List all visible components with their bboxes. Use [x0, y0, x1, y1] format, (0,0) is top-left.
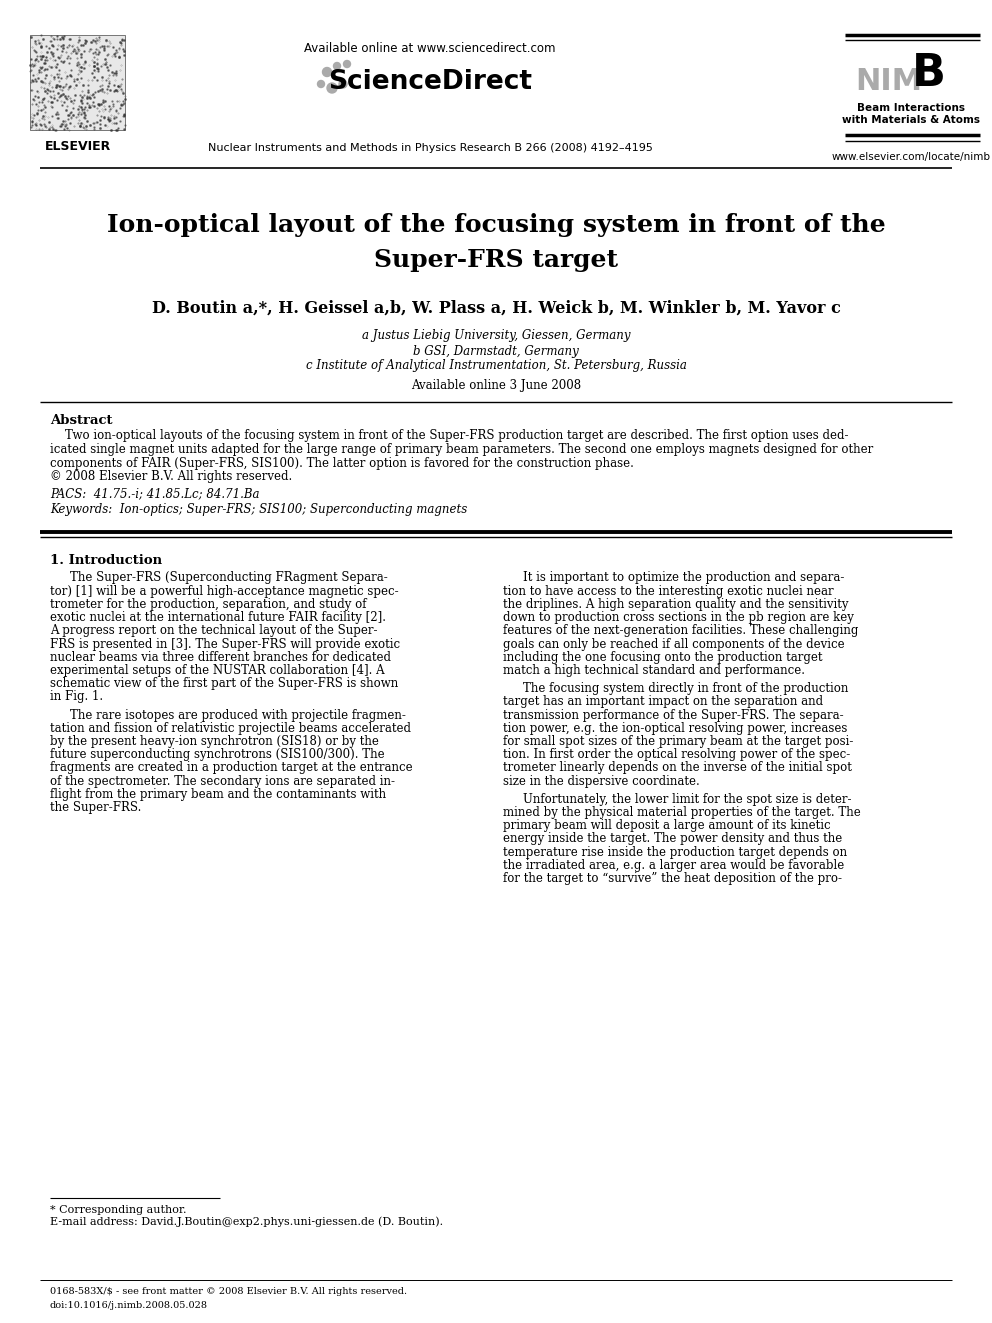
Text: A progress report on the technical layout of the Super-: A progress report on the technical layou… [50, 624, 378, 638]
Text: E-mail address: David.J.Boutin@exp2.phys.uni-giessen.de (D. Boutin).: E-mail address: David.J.Boutin@exp2.phys… [50, 1217, 443, 1228]
Text: Abstract: Abstract [50, 414, 112, 426]
Text: experimental setups of the NUSTAR collaboration [4]. A: experimental setups of the NUSTAR collab… [50, 664, 385, 677]
Text: Available online 3 June 2008: Available online 3 June 2008 [411, 380, 581, 393]
Text: nuclear beams via three different branches for dedicated: nuclear beams via three different branch… [50, 651, 391, 664]
Text: future superconducting synchrotrons (SIS100/300). The: future superconducting synchrotrons (SIS… [50, 747, 385, 761]
Circle shape [333, 62, 340, 70]
Text: The rare isotopes are produced with projectile fragmen-: The rare isotopes are produced with proj… [70, 709, 406, 721]
Text: Super-FRS target: Super-FRS target [374, 247, 618, 273]
Text: b GSI, Darmstadt, Germany: b GSI, Darmstadt, Germany [413, 344, 579, 357]
Text: the driplines. A high separation quality and the sensitivity: the driplines. A high separation quality… [503, 598, 848, 611]
Text: by the present heavy-ion synchrotron (SIS18) or by the: by the present heavy-ion synchrotron (SI… [50, 734, 379, 747]
Text: features of the next-generation facilities. These challenging: features of the next-generation faciliti… [503, 624, 858, 638]
Text: ScienceDirect: ScienceDirect [328, 69, 532, 95]
Circle shape [343, 61, 350, 67]
Text: a Justus Liebig University, Giessen, Germany: a Justus Liebig University, Giessen, Ger… [362, 329, 630, 343]
Text: tion power, e.g. the ion-optical resolving power, increases: tion power, e.g. the ion-optical resolvi… [503, 722, 847, 734]
Text: FRS is presented in [3]. The Super-FRS will provide exotic: FRS is presented in [3]. The Super-FRS w… [50, 638, 400, 651]
Text: ELSEVIER: ELSEVIER [45, 140, 111, 153]
Text: the irradiated area, e.g. a larger area would be favorable: the irradiated area, e.g. a larger area … [503, 859, 844, 872]
Text: fragments are created in a production target at the entrance: fragments are created in a production ta… [50, 761, 413, 774]
Text: Keywords:  Ion-optics; Super-FRS; SIS100; Superconducting magnets: Keywords: Ion-optics; Super-FRS; SIS100;… [50, 504, 467, 516]
Text: Ion-optical layout of the focusing system in front of the: Ion-optical layout of the focusing syste… [106, 213, 886, 237]
Text: target has an important impact on the separation and: target has an important impact on the se… [503, 696, 823, 708]
Text: c Institute of Analytical Instrumentation, St. Petersburg, Russia: c Institute of Analytical Instrumentatio… [306, 360, 686, 373]
Text: tor) [1] will be a powerful high-acceptance magnetic spec-: tor) [1] will be a powerful high-accepta… [50, 585, 399, 598]
Text: flight from the primary beam and the contaminants with: flight from the primary beam and the con… [50, 787, 386, 800]
Text: primary beam will deposit a large amount of its kinetic: primary beam will deposit a large amount… [503, 819, 830, 832]
Circle shape [317, 81, 324, 87]
Text: size in the dispersive coordinate.: size in the dispersive coordinate. [503, 774, 699, 787]
Text: including the one focusing onto the production target: including the one focusing onto the prod… [503, 651, 822, 664]
Text: PACS:  41.75.-i; 41.85.Lc; 84.71.Ba: PACS: 41.75.-i; 41.85.Lc; 84.71.Ba [50, 487, 260, 500]
Text: * Corresponding author.: * Corresponding author. [50, 1205, 186, 1215]
Text: mined by the physical material properties of the target. The: mined by the physical material propertie… [503, 806, 861, 819]
Text: www.elsevier.com/locate/nimb: www.elsevier.com/locate/nimb [831, 152, 990, 161]
Text: match a high technical standard and performance.: match a high technical standard and perf… [503, 664, 805, 677]
Text: in Fig. 1.: in Fig. 1. [50, 691, 103, 704]
Text: D. Boutin a,*, H. Geissel a,b, W. Plass a, H. Weick b, M. Winkler b, M. Yavor c: D. Boutin a,*, H. Geissel a,b, W. Plass … [152, 299, 840, 316]
Text: tion to have access to the interesting exotic nuclei near: tion to have access to the interesting e… [503, 585, 833, 598]
Text: temperature rise inside the production target depends on: temperature rise inside the production t… [503, 845, 847, 859]
Text: The Super-FRS (Superconducting FRagment Separa-: The Super-FRS (Superconducting FRagment … [70, 572, 388, 585]
Text: exotic nuclei at the international future FAIR facility [2].: exotic nuclei at the international futur… [50, 611, 386, 624]
Text: B: B [912, 53, 946, 95]
Text: tion. In first order the optical resolving power of the spec-: tion. In first order the optical resolvi… [503, 747, 850, 761]
Text: 0168-583X/$ - see front matter © 2008 Elsevier B.V. All rights reserved.: 0168-583X/$ - see front matter © 2008 El… [50, 1287, 407, 1297]
Circle shape [322, 67, 331, 77]
Text: Unfortunately, the lower limit for the spot size is deter-: Unfortunately, the lower limit for the s… [523, 792, 851, 806]
Circle shape [327, 83, 337, 93]
Text: transmission performance of the Super-FRS. The separa-: transmission performance of the Super-FR… [503, 709, 843, 721]
Text: 1. Introduction: 1. Introduction [50, 553, 162, 566]
Text: tation and fission of relativistic projectile beams accelerated: tation and fission of relativistic proje… [50, 722, 411, 734]
Text: with Materials & Atoms: with Materials & Atoms [842, 115, 980, 124]
Text: the Super-FRS.: the Super-FRS. [50, 800, 142, 814]
Text: icated single magnet units adapted for the large range of primary beam parameter: icated single magnet units adapted for t… [50, 443, 873, 456]
Text: trometer for the production, separation, and study of: trometer for the production, separation,… [50, 598, 366, 611]
Bar [30, 34, 125, 130]
Text: goals can only be reached if all components of the device: goals can only be reached if all compone… [503, 638, 844, 651]
Text: Available online at www.sciencedirect.com: Available online at www.sciencedirect.co… [305, 41, 556, 54]
Text: for small spot sizes of the primary beam at the target posi-: for small spot sizes of the primary beam… [503, 734, 853, 747]
Text: It is important to optimize the production and separa-: It is important to optimize the producti… [523, 572, 844, 585]
Text: energy inside the target. The power density and thus the: energy inside the target. The power dens… [503, 832, 842, 845]
Text: down to production cross sections in the pb region are key: down to production cross sections in the… [503, 611, 854, 624]
Text: NIM: NIM [855, 67, 923, 97]
Text: trometer linearly depends on the inverse of the initial spot: trometer linearly depends on the inverse… [503, 761, 852, 774]
Text: Two ion-optical layouts of the focusing system in front of the Super-FRS product: Two ion-optical layouts of the focusing … [50, 430, 848, 442]
Text: for the target to “survive” the heat deposition of the pro-: for the target to “survive” the heat dep… [503, 872, 842, 885]
Text: components of FAIR (Super-FRS, SIS100). The latter option is favored for the con: components of FAIR (Super-FRS, SIS100). … [50, 456, 634, 470]
Text: schematic view of the first part of the Super-FRS is shown: schematic view of the first part of the … [50, 677, 398, 691]
Text: Beam Interactions: Beam Interactions [857, 103, 965, 112]
Text: The focusing system directly in front of the production: The focusing system directly in front of… [523, 683, 848, 695]
Circle shape [339, 79, 347, 89]
Text: © 2008 Elsevier B.V. All rights reserved.: © 2008 Elsevier B.V. All rights reserved… [50, 470, 293, 483]
Text: of the spectrometer. The secondary ions are separated in-: of the spectrometer. The secondary ions … [50, 774, 395, 787]
Text: doi:10.1016/j.nimb.2008.05.028: doi:10.1016/j.nimb.2008.05.028 [50, 1302, 208, 1311]
Text: Nuclear Instruments and Methods in Physics Research B 266 (2008) 4192–4195: Nuclear Instruments and Methods in Physi… [207, 143, 653, 153]
